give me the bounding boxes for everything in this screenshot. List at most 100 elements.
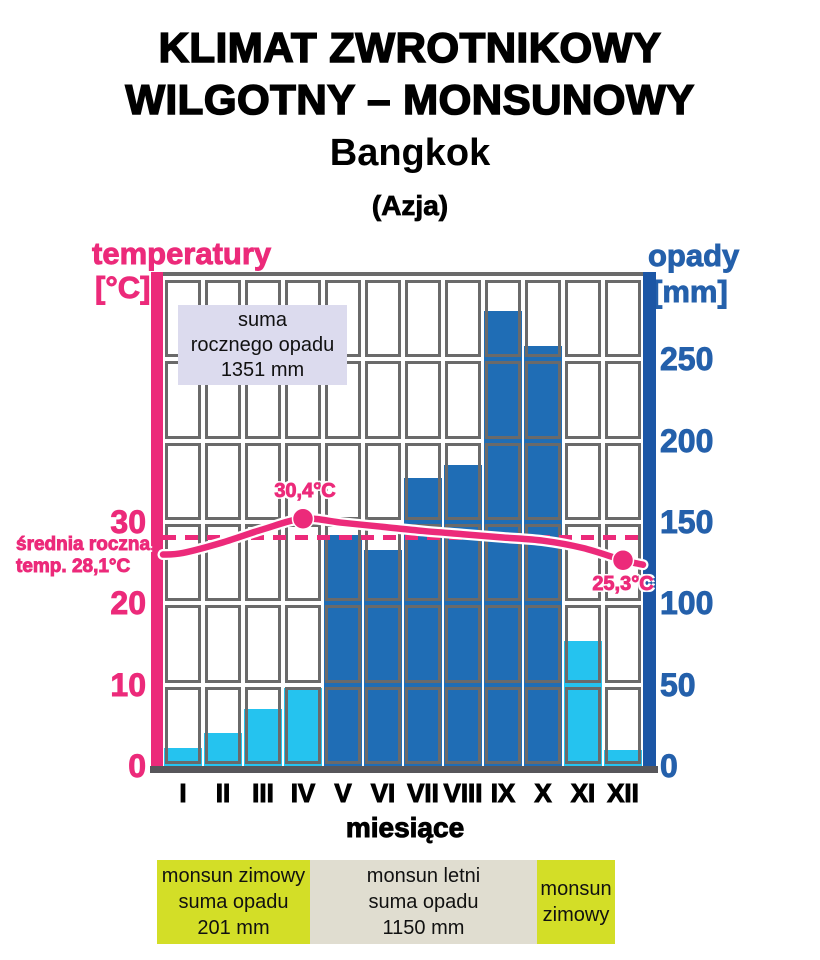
- legend-text-line: monsun letni: [366, 865, 481, 887]
- grid-cell: [605, 605, 641, 683]
- precip-bar-III: [244, 709, 282, 766]
- right-tick-150: 150: [660, 504, 714, 541]
- grid-cell: [485, 361, 521, 439]
- month-label-VI: VI: [370, 778, 396, 809]
- monsoon-legend: monsun zimowy suma opadu 201 mm monsun letn…: [157, 860, 615, 944]
- legend-text-line: suma opadu: [178, 891, 289, 913]
- page-title-line1: KLIMAT ZWROTNIKOWY: [158, 23, 662, 72]
- legend-text-line: suma opadu: [368, 891, 479, 913]
- grid-cell: [445, 361, 481, 439]
- mean-annual-temp-label: średnia roczna temp. 28,1°C: [16, 534, 151, 578]
- grid-cell: [525, 361, 561, 439]
- legend-box-3: monsun zimowy: [537, 860, 615, 944]
- grid-cell: [205, 605, 241, 683]
- grid-cell: [205, 686, 241, 764]
- max-temp-point: [291, 507, 315, 530]
- left-tick-0: 0: [128, 748, 147, 785]
- grid-cell: [165, 686, 201, 764]
- grid-cell: [285, 605, 321, 683]
- precip-bar-V: [324, 535, 362, 766]
- legend-text-line: monsun: [540, 878, 612, 900]
- month-label-IV: IV: [290, 778, 316, 809]
- precip-bar-XI: [564, 640, 602, 766]
- right-tick-0: 0: [660, 748, 679, 785]
- precipitation-bars-layer: [163, 278, 643, 766]
- grid-cell: [365, 605, 401, 683]
- annotation-line2: rocznego opadu: [190, 333, 335, 356]
- grid-cell: [605, 442, 641, 520]
- mean-temp-line1: średnia roczna: [16, 534, 151, 556]
- month-label-VIII: VIII: [443, 778, 483, 809]
- page-title-line2: WILGOTNY – MONSUNOWY: [125, 75, 695, 124]
- month-label-XI: XI: [570, 778, 596, 809]
- grid-cell: [565, 686, 601, 764]
- grid-cell: [365, 442, 401, 520]
- mean-temp-line2: temp. 28,1°C: [16, 556, 131, 578]
- legend-text-line: zimowy: [542, 904, 610, 926]
- x-axis-baseline: [150, 766, 658, 773]
- precipitation-axis-line: [643, 272, 656, 773]
- precip-bar-II: [204, 733, 242, 766]
- grid-cell: [565, 280, 601, 358]
- grid-cell: [325, 686, 361, 764]
- grid-cell: [365, 686, 401, 764]
- grid-cell: [445, 442, 481, 520]
- grid-cell: [565, 442, 601, 520]
- left-tick-10: 10: [110, 666, 146, 703]
- grid-cell: [525, 524, 561, 602]
- grid-cell: [525, 280, 561, 358]
- month-label-IX: IX: [490, 778, 516, 809]
- legend-box-2: monsun letni suma opadu 1150 mm: [310, 860, 537, 944]
- precip-bar-X: [524, 346, 562, 766]
- max-temp-label: 30,4°C: [274, 480, 336, 503]
- precip-bar-VIII: [444, 465, 482, 766]
- annual-precip-annotation: suma rocznego opadu 1351 mm: [178, 305, 347, 385]
- precip-bar-VI: [364, 549, 402, 766]
- grid-cell: [485, 524, 521, 602]
- month-label-XII: XII: [607, 778, 640, 809]
- grid-cell: [445, 605, 481, 683]
- right-axis-title: opady: [648, 238, 740, 274]
- temperature-line-layer: [157, 507, 649, 572]
- legend-text-line: monsun zimowy: [161, 865, 306, 887]
- month-label-VII: VII: [407, 778, 440, 809]
- min-temp-point: [611, 548, 635, 572]
- legend-box-1: monsun zimowy suma opadu 201 mm: [157, 860, 310, 944]
- legend-text-line: 1150 mm: [382, 917, 465, 939]
- legend-text-line: 201 mm: [197, 917, 270, 939]
- left-tick-30: 30: [110, 504, 146, 541]
- right-tick-250: 250: [660, 341, 714, 378]
- station-name: Bangkok: [329, 132, 491, 174]
- right-axis-unit: [mm]: [652, 274, 729, 310]
- month-label-III: III: [252, 778, 275, 809]
- grid-cell: [405, 280, 441, 358]
- x-axis-title: miesiące: [345, 812, 465, 844]
- chart-top-border: [151, 272, 656, 276]
- grid-cell: [605, 361, 641, 439]
- grid-cell: [485, 280, 521, 358]
- grid-cell: [365, 361, 401, 439]
- grid-cell: [445, 686, 481, 764]
- annotation-line1: suma: [238, 308, 287, 331]
- grid-cell: [485, 686, 521, 764]
- grid-cell: [485, 442, 521, 520]
- grid-cell: [285, 686, 321, 764]
- min-temp-label: 25,3°C: [592, 573, 654, 596]
- month-label-I: I: [179, 778, 187, 809]
- grid-cell: [405, 686, 441, 764]
- grid-cell: [405, 361, 441, 439]
- temp-line: [159, 515, 647, 568]
- grid-cell: [165, 524, 201, 602]
- left-axis-unit: [°C]: [95, 270, 151, 306]
- grid-cell: [525, 442, 561, 520]
- grid-cell: [365, 280, 401, 358]
- grid-cell: [565, 524, 601, 602]
- grid-cell: [525, 605, 561, 683]
- grid-cell: [325, 605, 361, 683]
- grid-cell: [565, 361, 601, 439]
- grid-cell: [405, 605, 441, 683]
- grid-cell: [245, 686, 281, 764]
- grid-cell: [165, 442, 201, 520]
- right-tick-100: 100: [660, 585, 714, 622]
- grid-cell: [245, 605, 281, 683]
